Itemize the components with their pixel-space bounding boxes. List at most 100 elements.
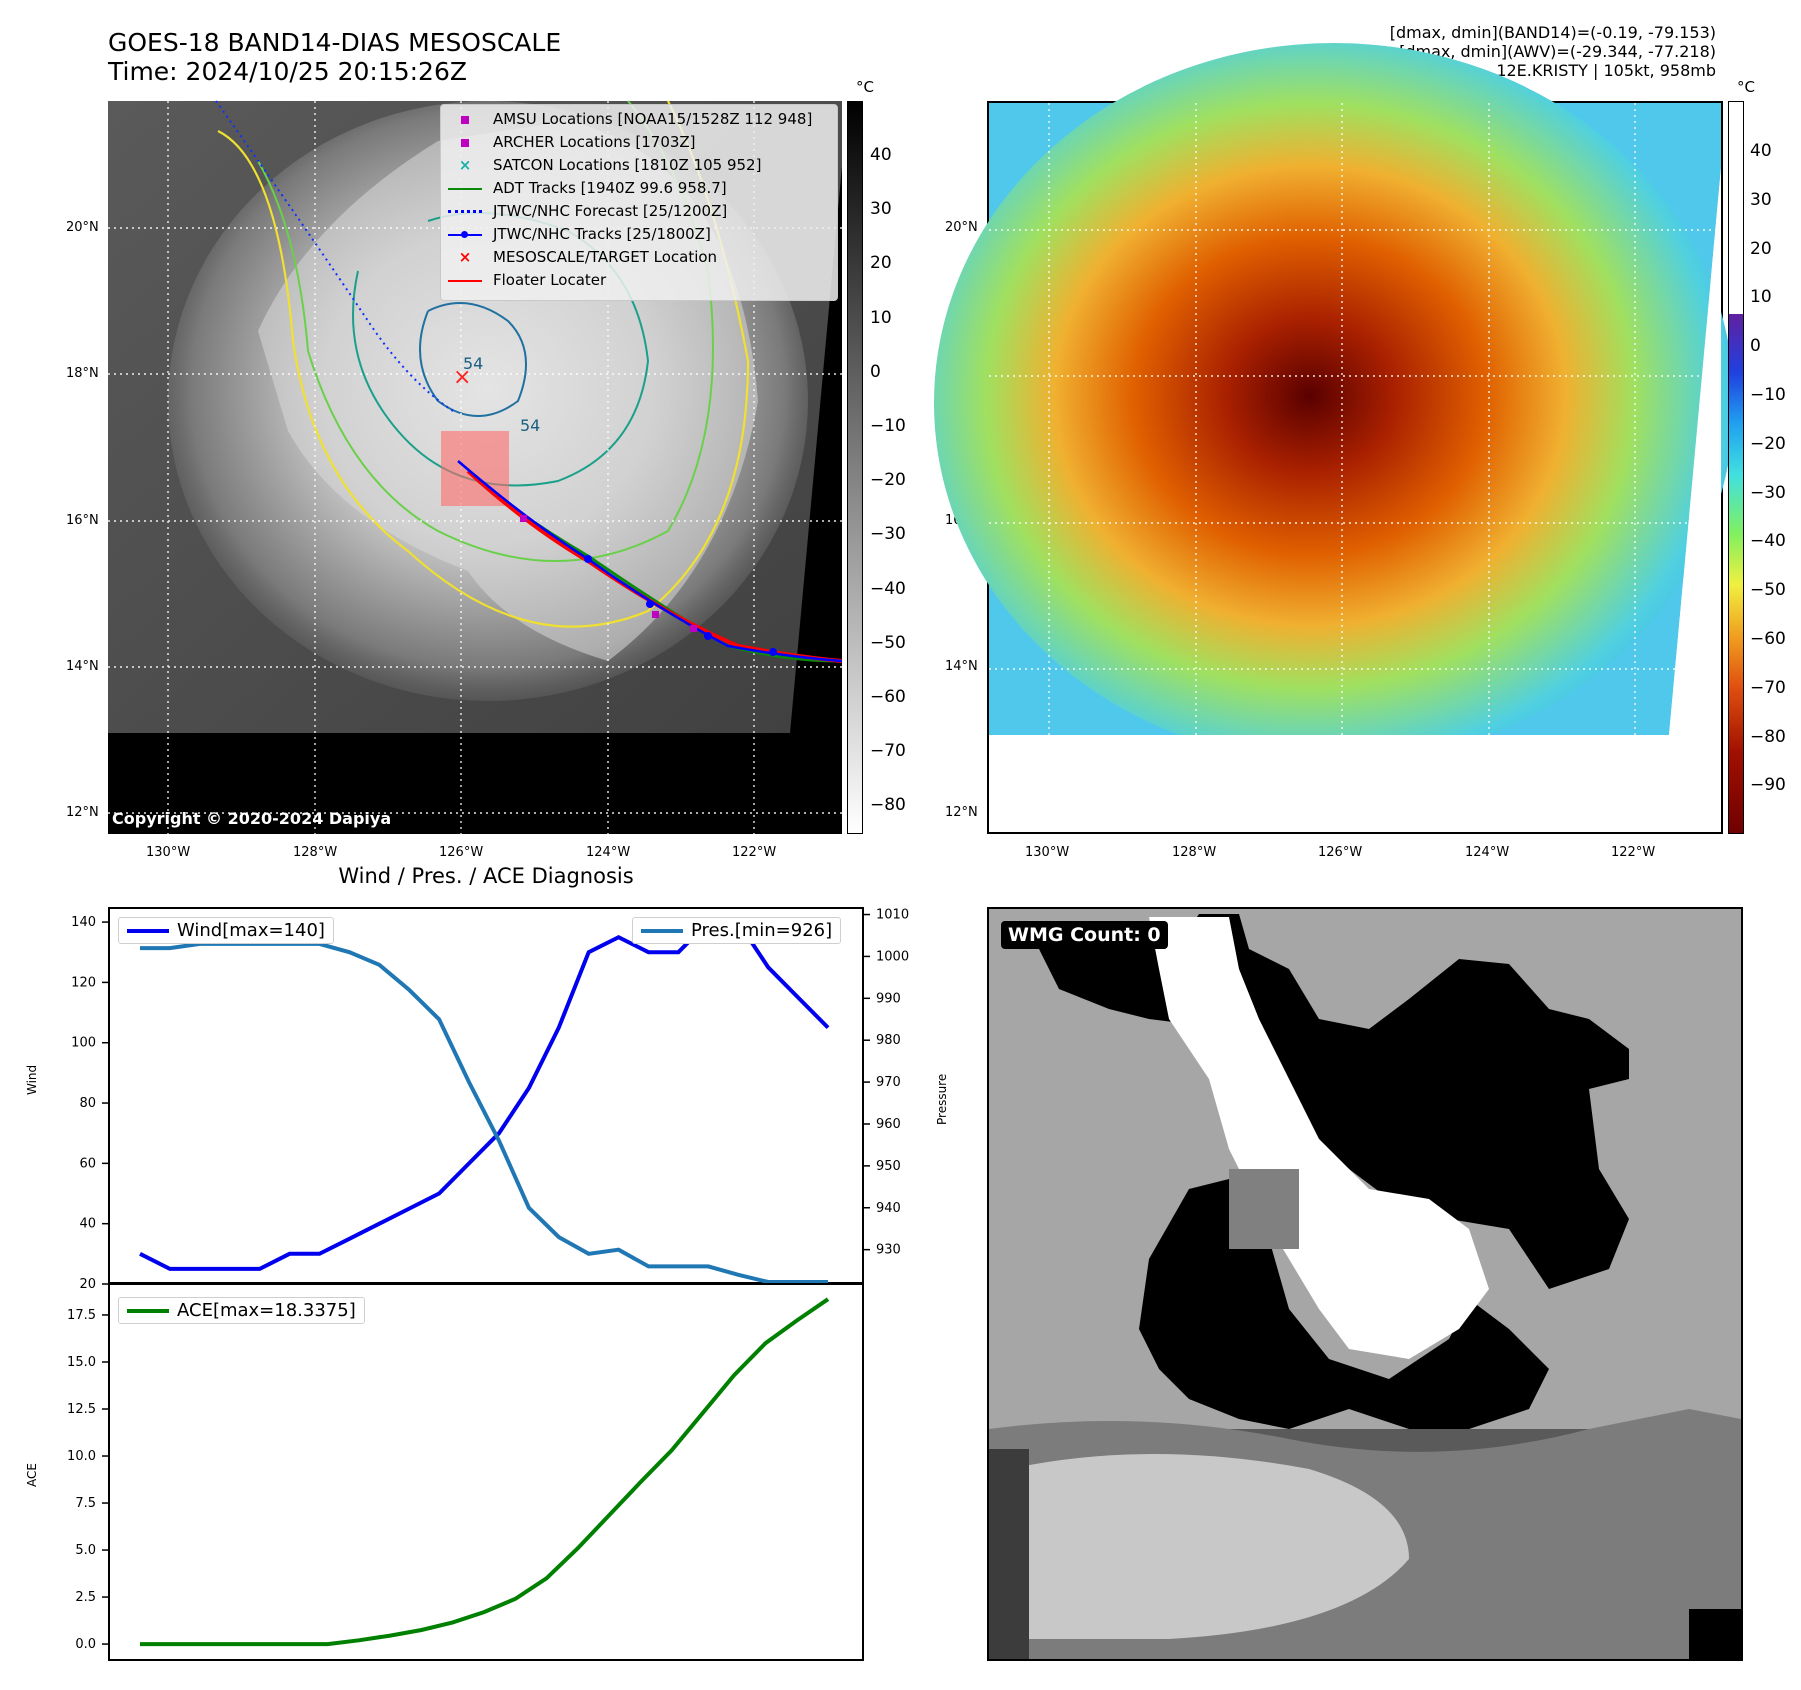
awv-colorbar xyxy=(1728,101,1744,834)
ace-legend-label: ACE[max=18.3375] xyxy=(177,1300,356,1321)
pressure-tick-label: 990 xyxy=(876,991,901,1006)
wind-tick-label: 140 xyxy=(71,915,96,930)
ir-map-panel: × 54 54 AMSU Locations [NOAA15/1528Z 112… xyxy=(108,100,843,834)
ace-plot-area: 17.5 15.0 12.5 10.0 7.5 5.0 2.5 0.0 xyxy=(67,1297,830,1652)
pressure-tick-label: 950 xyxy=(876,1159,901,1174)
wind-tick-label: 40 xyxy=(79,1217,96,1232)
legend-item: Floater Locater xyxy=(447,271,606,289)
contour-label: 54 xyxy=(463,354,483,373)
jtwc-track-points xyxy=(584,555,777,656)
legend-item: JTWC/NHC Tracks [25/1800Z] xyxy=(447,225,711,243)
legend-label: JTWC/NHC Tracks [25/1800Z] xyxy=(493,225,711,243)
legend-label: SATCON Locations [1810Z 105 952] xyxy=(493,156,762,174)
copyright-text: Copyright © 2020-2024 Dapiya xyxy=(112,809,392,828)
awv-colorbar-tick: −80 xyxy=(1750,726,1786,747)
awv-map-image xyxy=(934,43,1734,832)
pressure-tick-label: 930 xyxy=(876,1243,901,1258)
pressure-legend-swatch xyxy=(641,928,683,933)
ace-axis-label: ACE xyxy=(25,1463,39,1487)
ir-colorbar-tick: 10 xyxy=(870,307,892,328)
lat-tick-label: 18°N xyxy=(66,366,99,381)
ir-colorbar-tick: 0 xyxy=(870,361,881,382)
awv-map-panel xyxy=(934,43,1734,834)
legend-marker: × xyxy=(458,248,472,266)
legend-marker: × xyxy=(458,156,472,174)
wmg-panel: WMG Count: 0 xyxy=(987,907,1743,1661)
awv-colorbar-tick: −40 xyxy=(1750,531,1786,552)
ir-colorbar-tick: 30 xyxy=(870,199,892,220)
legend-label: ADT Tracks [1940Z 99.6 958.7] xyxy=(493,179,727,197)
lat-tick-label: 12°N xyxy=(66,805,99,820)
awv-colorbar-tick: 30 xyxy=(1750,189,1772,210)
legend-marker xyxy=(447,110,483,128)
awv-colorbar-tick: −90 xyxy=(1750,775,1786,796)
pressure-tick-label: 1010 xyxy=(876,908,909,923)
ace-tick-label: 0.0 xyxy=(75,1637,96,1652)
wind-axis-label: Wind xyxy=(25,1064,39,1095)
ir-colorbar-unit: °C xyxy=(856,78,874,96)
pressure-legend: Pres.[min=926] xyxy=(632,917,842,944)
band14-range: [dmax, dmin](BAND14)=(-0.19, -79.153) xyxy=(1389,23,1716,42)
legend-item: AMSU Locations [NOAA15/1528Z 112 948] xyxy=(447,110,812,128)
wind-tick-label: 80 xyxy=(79,1096,96,1111)
wind-legend: Wind[max=140] xyxy=(118,917,334,944)
ir-colorbar xyxy=(847,101,863,834)
pressure-axis-label: Pressure xyxy=(935,1073,949,1125)
ir-colorbar-tick: −60 xyxy=(870,687,906,707)
legend-marker xyxy=(447,202,483,220)
storm-summary: 12E.KRISTY | 105kt, 958mb xyxy=(1496,61,1716,80)
lon-tick-label: 128°W xyxy=(1172,845,1217,860)
awv-colorbar-tick: −60 xyxy=(1750,629,1786,649)
wind-pressure-plot-area: 140 120 100 80 60 40 20 1010 1000 990 980 970 960 950… xyxy=(71,908,909,1292)
forecast-track xyxy=(215,100,454,412)
ir-map-image: × 54 54 xyxy=(108,100,843,834)
contour-yellow xyxy=(217,100,750,628)
awv-colorbar-tick: 40 xyxy=(1750,141,1772,161)
wind-tick-label: 120 xyxy=(71,975,96,990)
ir-colorbar-tick: −40 xyxy=(870,578,906,599)
awv-colorbar-tick: 20 xyxy=(1750,238,1772,259)
lon-tick-label: 124°W xyxy=(1465,845,1510,860)
awv-colorbar-tick: −20 xyxy=(1750,433,1786,454)
pressure-tick-label: 1000 xyxy=(876,949,909,964)
contour-label: 54 xyxy=(520,416,540,435)
lon-tick-label: 130°W xyxy=(146,845,191,860)
legend-marker xyxy=(447,271,483,289)
wind-tick-label: 100 xyxy=(71,1036,96,1051)
pressure-tick-label: 940 xyxy=(876,1201,901,1216)
ace-tick-label: 12.5 xyxy=(67,1402,96,1417)
awv-colorbar-tick: −70 xyxy=(1750,677,1786,698)
jtwc-track xyxy=(457,460,843,663)
lon-tick-label: 126°W xyxy=(1318,845,1363,860)
lon-tick-label: 130°W xyxy=(1025,845,1070,860)
awv-colorbar-tick: −30 xyxy=(1750,482,1786,503)
legend-item: ADT Tracks [1940Z 99.6 958.7] xyxy=(447,179,727,197)
lat-tick-label: 16°N xyxy=(66,513,99,528)
ir-legend: AMSU Locations [NOAA15/1528Z 112 948] ARC… xyxy=(440,104,838,301)
lon-tick-label: 124°W xyxy=(586,845,631,860)
legend-label: JTWC/NHC Forecast [25/1200Z] xyxy=(493,202,728,220)
chart-timestamp: Time: 2024/10/25 20:15:26Z xyxy=(108,57,467,86)
awv-colorbar-tick: −10 xyxy=(1750,385,1786,405)
ace-legend-swatch xyxy=(127,1308,169,1313)
diagnosis-title: Wind / Pres. / ACE Diagnosis xyxy=(338,864,634,888)
legend-label: MESOSCALE/TARGET Location xyxy=(493,248,718,266)
wmg-count-badge: WMG Count: 0 xyxy=(1001,921,1168,949)
pressure-tick-label: 970 xyxy=(876,1075,901,1090)
target-location-marker: × xyxy=(453,365,471,390)
lat-tick-label: 20°N xyxy=(66,220,99,235)
legend-label: AMSU Locations [NOAA15/1528Z 112 948] xyxy=(493,110,813,128)
ir-colorbar-tick: 40 xyxy=(870,145,892,165)
awv-colorbar-tick: −50 xyxy=(1750,580,1786,601)
legend-item: × MESOSCALE/TARGET Location xyxy=(447,248,717,266)
legend-item: × SATCON Locations [1810Z 105 952] xyxy=(447,156,762,174)
lon-tick-label: 122°W xyxy=(1611,845,1656,860)
awv-map-grid xyxy=(989,103,1721,832)
ir-colorbar-tick: −10 xyxy=(870,416,906,436)
amsu-points xyxy=(520,515,697,632)
awv-colorbar-tick: 10 xyxy=(1750,287,1772,308)
ace-legend: ACE[max=18.3375] xyxy=(118,1297,365,1324)
ace-tick-label: 10.0 xyxy=(67,1449,96,1464)
ir-colorbar-tick: −20 xyxy=(870,470,906,491)
awv-storm xyxy=(934,43,1734,763)
